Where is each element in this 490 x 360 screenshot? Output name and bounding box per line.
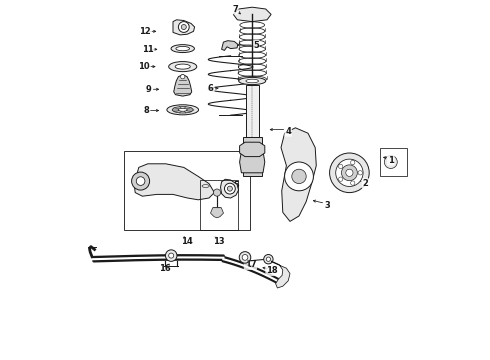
Text: 1: 1 (388, 156, 394, 165)
Circle shape (227, 186, 232, 191)
Text: 2: 2 (363, 179, 368, 188)
Circle shape (358, 171, 363, 175)
Ellipse shape (167, 105, 198, 115)
Circle shape (330, 153, 369, 193)
Ellipse shape (202, 185, 209, 188)
Text: 8: 8 (143, 106, 149, 115)
Ellipse shape (178, 108, 187, 111)
Polygon shape (134, 164, 215, 200)
Ellipse shape (176, 46, 190, 51)
Circle shape (136, 177, 145, 185)
Text: 14: 14 (181, 238, 193, 246)
Ellipse shape (169, 62, 197, 72)
Text: 4: 4 (285, 127, 291, 136)
Text: 16: 16 (159, 264, 171, 273)
Text: 18: 18 (266, 266, 278, 275)
Circle shape (239, 252, 251, 263)
Circle shape (339, 177, 343, 181)
Circle shape (350, 160, 355, 165)
Ellipse shape (171, 45, 195, 53)
Text: 17: 17 (245, 260, 256, 269)
Text: 15: 15 (227, 181, 239, 190)
Bar (380, 148, 407, 176)
Circle shape (180, 75, 185, 79)
Circle shape (242, 255, 248, 260)
Bar (124, 151, 250, 230)
Ellipse shape (172, 107, 193, 113)
Text: 11: 11 (142, 45, 154, 54)
Text: 5: 5 (253, 40, 259, 49)
Text: 13: 13 (213, 237, 225, 246)
Ellipse shape (246, 79, 259, 83)
Text: 12: 12 (140, 27, 151, 36)
Bar (245, 85, 259, 137)
Circle shape (346, 169, 353, 176)
Polygon shape (220, 179, 239, 198)
Polygon shape (211, 208, 223, 218)
Ellipse shape (175, 64, 190, 69)
Circle shape (178, 22, 189, 32)
Text: 9: 9 (146, 85, 152, 94)
Circle shape (166, 250, 177, 261)
Polygon shape (174, 75, 192, 96)
Text: 6: 6 (208, 84, 214, 93)
Text: 7: 7 (232, 4, 238, 13)
Circle shape (336, 159, 363, 186)
Polygon shape (221, 41, 238, 50)
Circle shape (224, 183, 235, 194)
Circle shape (264, 255, 273, 264)
Polygon shape (240, 149, 265, 173)
Ellipse shape (239, 77, 266, 85)
Polygon shape (173, 20, 195, 35)
Polygon shape (233, 7, 271, 22)
Circle shape (132, 172, 149, 190)
Circle shape (169, 253, 174, 258)
Text: 3: 3 (324, 201, 330, 210)
Circle shape (342, 165, 357, 181)
Circle shape (285, 162, 314, 191)
Circle shape (350, 181, 355, 185)
Circle shape (292, 169, 306, 184)
Text: 10: 10 (138, 62, 150, 71)
Polygon shape (240, 142, 265, 157)
Polygon shape (271, 261, 290, 288)
Circle shape (266, 257, 270, 261)
Bar (200, 180, 238, 230)
Polygon shape (214, 208, 220, 215)
Polygon shape (281, 128, 316, 221)
Bar (243, 137, 262, 176)
Circle shape (339, 164, 343, 168)
Circle shape (214, 189, 220, 196)
Circle shape (384, 156, 397, 168)
Circle shape (181, 24, 186, 30)
